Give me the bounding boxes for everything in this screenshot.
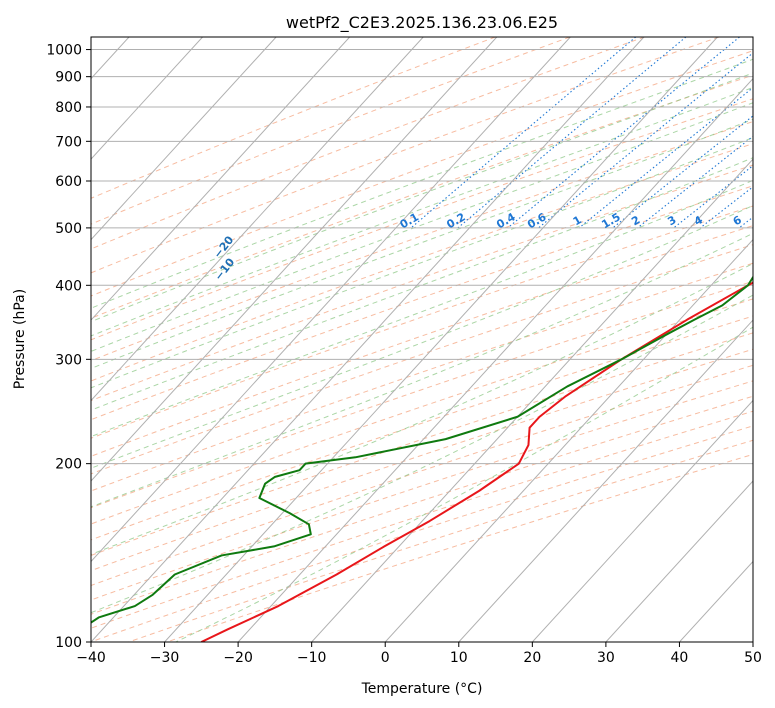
isotherm	[91, 37, 277, 241]
y-tick-label: 1000	[46, 43, 82, 59]
y-axis-title: Pressure (hPa)	[12, 289, 28, 389]
y-tick-label: 500	[55, 221, 82, 237]
dry-adiabat	[91, 37, 720, 274]
dewpoint-trace	[91, 275, 753, 624]
dry-adiabat	[91, 37, 571, 225]
dry-adiabat	[91, 205, 753, 439]
x-tick-label: −20	[223, 650, 253, 666]
isotherm	[311, 158, 753, 642]
dry-adiabat	[91, 364, 753, 587]
isotherm	[91, 37, 645, 642]
y-tick-label: 700	[55, 134, 82, 150]
dry-adiabat	[91, 262, 753, 492]
dry-adiabat	[91, 50, 753, 297]
x-tick-label: 40	[671, 650, 689, 666]
isotherm	[164, 37, 718, 642]
mixing-ratio-line	[578, 86, 753, 229]
x-tick-label: 30	[597, 650, 615, 666]
dry-adiabat	[91, 225, 753, 457]
mixing-ratio-line	[410, 37, 637, 229]
moist-adiabat	[91, 232, 753, 508]
moist-adiabat	[91, 179, 753, 438]
chart-title: wetPf2_C2E3.2025.136.23.06.E25	[286, 13, 558, 33]
isotherm	[91, 37, 351, 321]
x-tick-label: 50	[744, 650, 762, 666]
isotherm	[605, 480, 753, 642]
plot-area: −20−100.10.20.40.611.5234681013162025303…	[91, 37, 753, 642]
mixing-ratio-line	[538, 52, 753, 229]
x-tick-label: 20	[523, 650, 541, 666]
x-tick-label: −40	[76, 650, 106, 666]
y-tick-label: 600	[55, 174, 82, 190]
dry-adiabat	[91, 348, 753, 572]
y-axis: 100 200 300 400 500 600 700 800 900 1000	[46, 43, 91, 651]
dry-adiabat	[91, 315, 753, 541]
moist-adiabat	[91, 294, 753, 614]
x-tick-label: 0	[381, 650, 390, 666]
moist-adiabat	[91, 58, 753, 309]
mixing-ratio-line	[507, 37, 740, 229]
moist-adiabat	[91, 86, 753, 337]
dry-adiabat	[91, 395, 753, 615]
y-tick-label: 400	[55, 278, 82, 294]
x-tick-label: −30	[150, 650, 180, 666]
moist-adiabat	[91, 157, 753, 411]
isotherm	[384, 238, 753, 642]
x-tick-label: −10	[297, 650, 327, 666]
isotherm	[91, 37, 424, 402]
moist-adiabat	[91, 118, 753, 370]
mixing-ratio-line	[612, 115, 753, 229]
y-tick-label: 100	[55, 635, 82, 651]
y-tick-label: 800	[55, 100, 82, 116]
isotherm	[237, 77, 753, 642]
isotherm	[91, 37, 498, 482]
dry-adiabat	[91, 143, 753, 382]
y-tick-label: 900	[55, 70, 82, 86]
isotherm	[458, 319, 753, 642]
y-tick-label: 200	[55, 457, 82, 473]
isotherm	[531, 399, 753, 642]
x-tick-label: 10	[450, 650, 468, 666]
plot-frame	[90, 36, 754, 643]
dry-adiabat	[91, 121, 753, 362]
isotherm	[91, 37, 203, 160]
x-axis: −40 −30 −20 −10 0 10 20 30 40 50	[76, 642, 762, 666]
dry-adiabat	[91, 164, 753, 402]
x-axis-title: Temperature (°C)	[361, 681, 483, 697]
y-tick-label: 300	[55, 352, 82, 368]
isotherm	[91, 37, 571, 563]
moist-adiabat	[91, 72, 753, 323]
mixing-ratio-line	[457, 37, 687, 229]
mixing-ratio-line	[673, 164, 753, 229]
